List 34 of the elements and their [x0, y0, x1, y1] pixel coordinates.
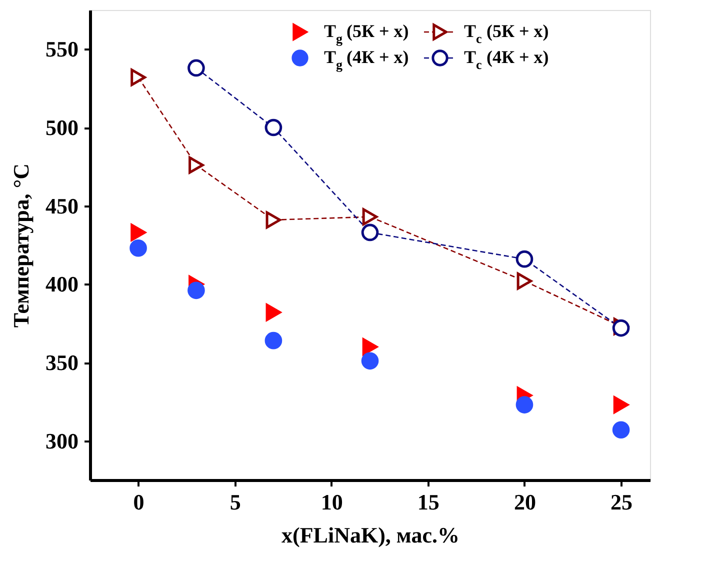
y-tick-label: 350 — [46, 350, 78, 375]
point — [613, 396, 629, 414]
y-tick-label: 400 — [46, 272, 78, 297]
point — [266, 304, 282, 322]
x-tick-label: 20 — [514, 490, 536, 514]
x-tick-label: 0 — [133, 490, 144, 514]
point — [612, 319, 630, 337]
x-tick-label: 5 — [230, 490, 241, 514]
y-tick-label: 300 — [46, 428, 78, 454]
y-axis-title: Температура, °C — [8, 163, 34, 328]
x-tick-label: 15 — [417, 490, 440, 514]
point — [188, 59, 205, 77]
point — [264, 332, 282, 350]
point — [516, 250, 534, 268]
point — [612, 421, 630, 439]
point — [266, 211, 282, 229]
x-tick-label: 25 — [610, 490, 633, 514]
point — [516, 272, 532, 290]
point — [130, 239, 147, 257]
point — [516, 396, 534, 414]
point — [361, 224, 379, 242]
y-tick-label: 450 — [46, 193, 78, 218]
y-tick-label: 550 — [46, 36, 78, 62]
point — [188, 156, 204, 174]
y-tick-label: 500 — [46, 115, 78, 140]
point — [361, 352, 379, 370]
point — [130, 224, 146, 242]
point — [188, 282, 205, 300]
point — [130, 68, 146, 86]
point — [362, 338, 378, 356]
x-axis-title: x(FLiNaK), мас.% — [282, 522, 460, 548]
x-tick-label: 10 — [320, 490, 343, 514]
point — [264, 118, 282, 136]
point — [362, 208, 378, 226]
